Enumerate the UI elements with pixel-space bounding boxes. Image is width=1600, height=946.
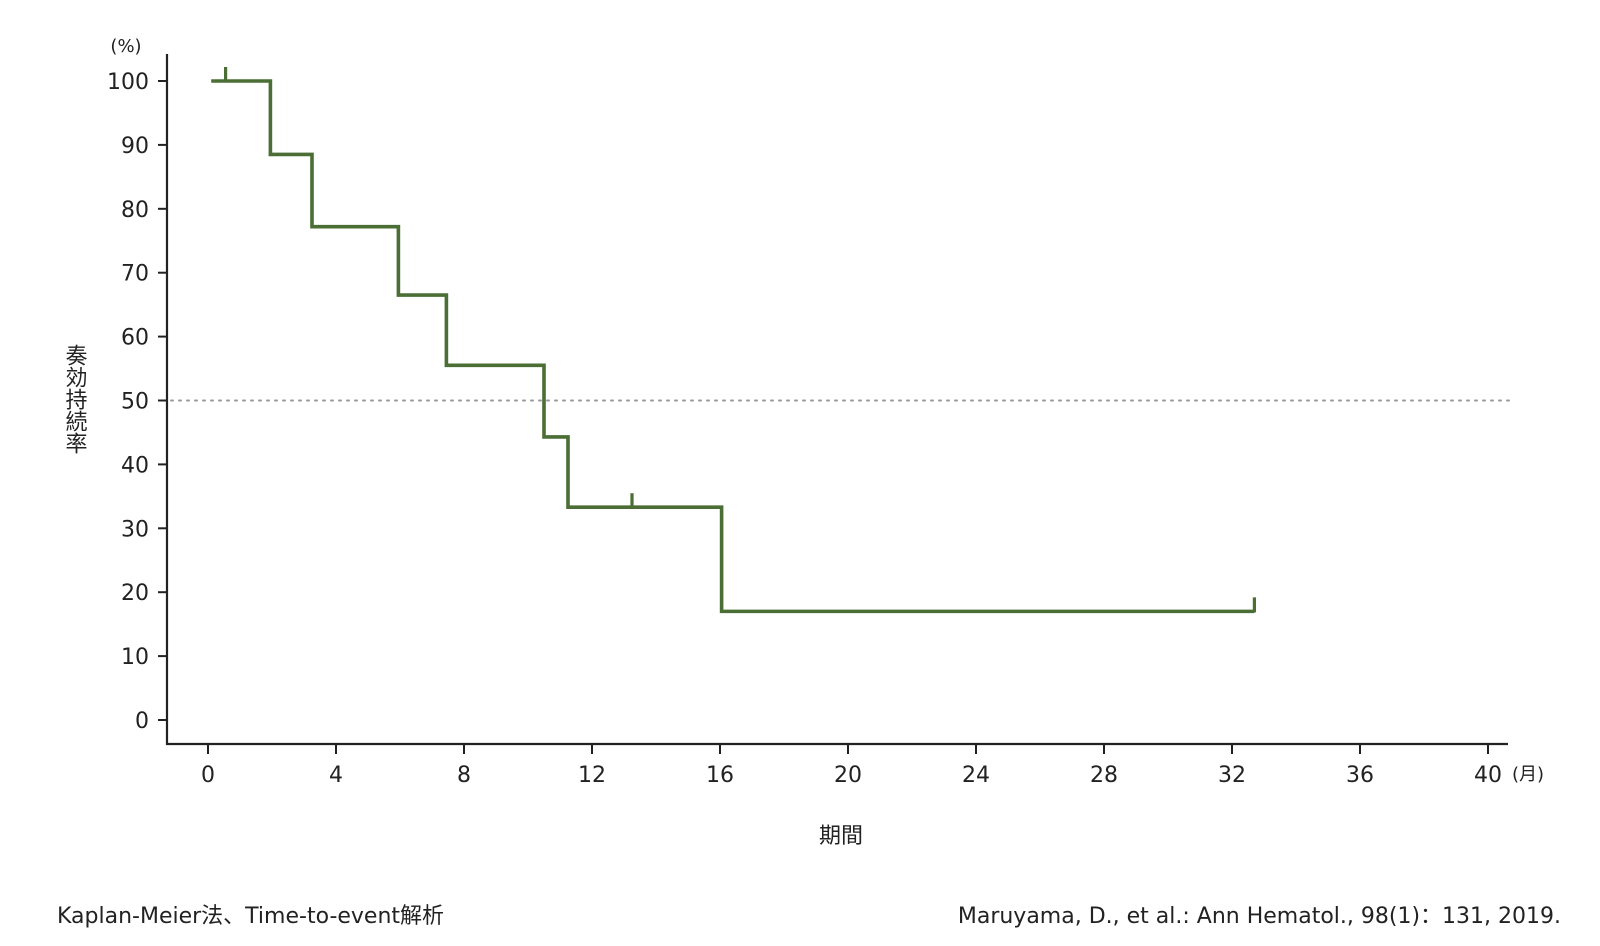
citation: Maruyama, D., et al.: Ann Hematol., 98(1… [958,904,1561,929]
y-tick-label: 20 [121,581,149,606]
y-tick-label: 60 [121,326,149,351]
x-tick-label: 12 [578,763,606,788]
x-tick-label: 4 [329,763,343,788]
survival-curve [211,79,1255,614]
x-tick-label: 8 [457,763,471,788]
ticks-layer: 0 10 20 30 40 50 60 70 80 90 100 0 4 8 12 16 20 24 28 32 36 4… [107,70,1502,788]
y-tick-label: 30 [121,517,149,542]
x-axis-label: 期間 [819,824,863,849]
series-layer [211,67,1257,614]
x-tick-label: 20 [834,763,862,788]
x-unit-label: (月) [1512,764,1544,785]
x-tick-label: 24 [962,763,990,788]
y-tick-label: 100 [107,70,149,95]
method-note: Kaplan-Meier法、Time-to-event解析 [57,904,444,929]
x-tick-label: 0 [201,763,215,788]
x-tick-label: 40 [1474,763,1502,788]
y-tick-label: 90 [121,134,149,159]
x-tick-label: 32 [1218,763,1246,788]
y-tick-label: 10 [121,645,149,670]
x-tick-label: 16 [706,763,734,788]
y-tick-label: 0 [135,709,149,734]
x-tick-label: 36 [1346,763,1374,788]
y-tick-label: 80 [121,198,149,223]
y-tick-label: 70 [121,262,149,287]
y-tick-label: 40 [121,453,149,478]
y-axis-label: 奏効持続率 [62,344,88,454]
y-tick-label: 50 [121,390,149,415]
x-tick-label: 28 [1090,763,1118,788]
y-unit-label: (%) [110,36,141,57]
